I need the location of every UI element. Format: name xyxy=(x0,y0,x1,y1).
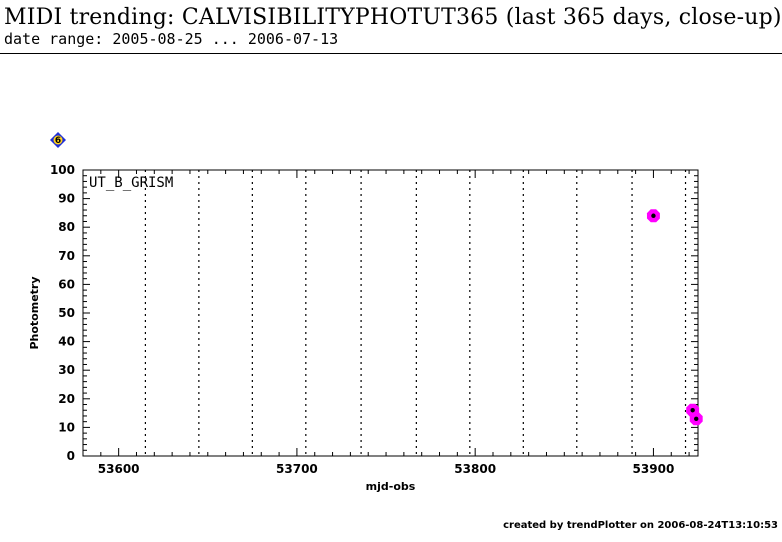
y-tick-label: 60 xyxy=(58,277,75,291)
data-point xyxy=(646,209,660,223)
data-point-center xyxy=(651,213,656,218)
badge-circle-icon xyxy=(53,135,63,145)
data-points xyxy=(646,209,703,426)
x-tick-label: 53700 xyxy=(276,462,318,476)
y-tick-label: 100 xyxy=(50,163,75,177)
footer-credit: created by trendPlotter on 2006-08-24T13… xyxy=(503,520,778,531)
y-tick-labels: 0 10 20 30 40 50 60 70 80 90 100 xyxy=(50,163,75,463)
y-tick-label: 10 xyxy=(58,420,75,434)
marker-badge: 6 xyxy=(50,132,66,148)
badge-number: 6 xyxy=(55,136,61,146)
date-range: date range: 2005-08-25 ... 2006-07-13 xyxy=(4,30,339,48)
x-tick-label: 53900 xyxy=(633,462,675,476)
data-point-center xyxy=(694,416,699,422)
data-point-center xyxy=(690,408,695,413)
y-tick-label: 0 xyxy=(67,449,75,463)
y-tick-label: 70 xyxy=(58,249,75,263)
series-annotation: UT_B_GRISM xyxy=(89,175,173,191)
x-axis-label: mjd-obs xyxy=(366,480,416,493)
y-tick-label: 90 xyxy=(58,192,75,206)
y-tick-label: 20 xyxy=(58,392,75,406)
y-tick-label: 30 xyxy=(58,363,75,377)
header: MIDI trending: CALVISIBILITYPHOTUT365 (l… xyxy=(4,5,782,49)
page-title: MIDI trending: CALVISIBILITYPHOTUT365 (l… xyxy=(4,5,782,30)
plot-frame xyxy=(82,169,699,457)
header-divider xyxy=(0,53,782,54)
y-tick-label: 50 xyxy=(58,306,75,320)
y-tick-label: 40 xyxy=(58,335,75,349)
x-tick-label: 53800 xyxy=(454,462,496,476)
vertical-dotted-lines xyxy=(144,170,687,456)
axis-ticks xyxy=(82,169,698,457)
y-tick-label: 80 xyxy=(58,220,75,234)
data-point xyxy=(689,412,703,426)
x-tick-label: 53600 xyxy=(98,462,140,476)
x-tick-labels: 53600 53700 53800 53900 xyxy=(98,462,675,476)
y-axis-label: Photometry xyxy=(28,276,41,349)
